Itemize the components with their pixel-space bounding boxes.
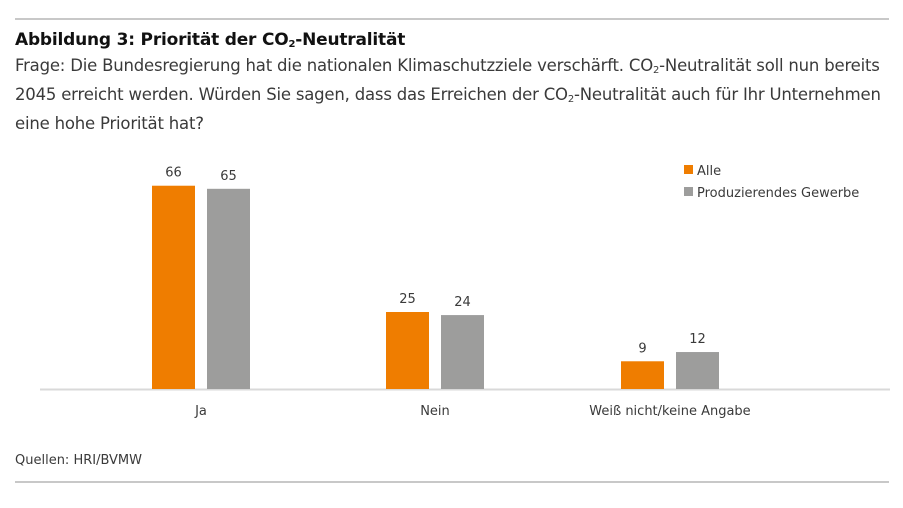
question-subscript: 2 (653, 65, 660, 76)
data-label: 9 (638, 341, 646, 356)
bar-produzierendes-gewerbe (676, 352, 719, 389)
question-subscript: 2 (567, 94, 574, 105)
data-label: 25 (399, 292, 416, 307)
title-text-suffix: -Neutralität (295, 30, 406, 50)
question-part: -Neutralität auch für Ihr Unternehmen ei… (15, 85, 881, 133)
bottom-divider (15, 481, 889, 483)
question-text: Frage: Die Bundesregierung hat die natio… (15, 54, 895, 136)
bar-alle (152, 185, 195, 389)
x-tick-label: Ja (194, 404, 207, 419)
bar-produzierendes-gewerbe (207, 188, 250, 389)
x-tick-label: Nein (420, 404, 450, 419)
data-label: 66 (165, 166, 182, 181)
bar-alle (386, 312, 429, 389)
question-part: -Neutralität soll nun bereits 2045 errei… (15, 56, 880, 104)
legend-swatch (684, 165, 693, 174)
data-label: 65 (220, 169, 237, 184)
source-note: Quellen: HRI/BVMW (15, 453, 142, 468)
data-label: 12 (689, 332, 706, 347)
legend-swatch (684, 187, 693, 196)
legend-label: Alle (697, 164, 721, 179)
title-subscript: 2 (288, 39, 296, 50)
bar-alle (621, 361, 664, 389)
legend-label: Produzierendes Gewerbe (697, 186, 859, 201)
figure-title: Abbildung 3: Priorität der CO2-Neutralit… (15, 30, 405, 50)
top-divider (15, 18, 889, 20)
title-text: Abbildung 3: Priorität der CO (15, 30, 289, 50)
bar-produzierendes-gewerbe (441, 315, 484, 389)
x-tick-label: Weiß nicht/keine Angabe (589, 404, 750, 419)
question-part: Frage: Die Bundesregierung hat die natio… (15, 56, 653, 75)
data-label: 24 (454, 295, 471, 310)
